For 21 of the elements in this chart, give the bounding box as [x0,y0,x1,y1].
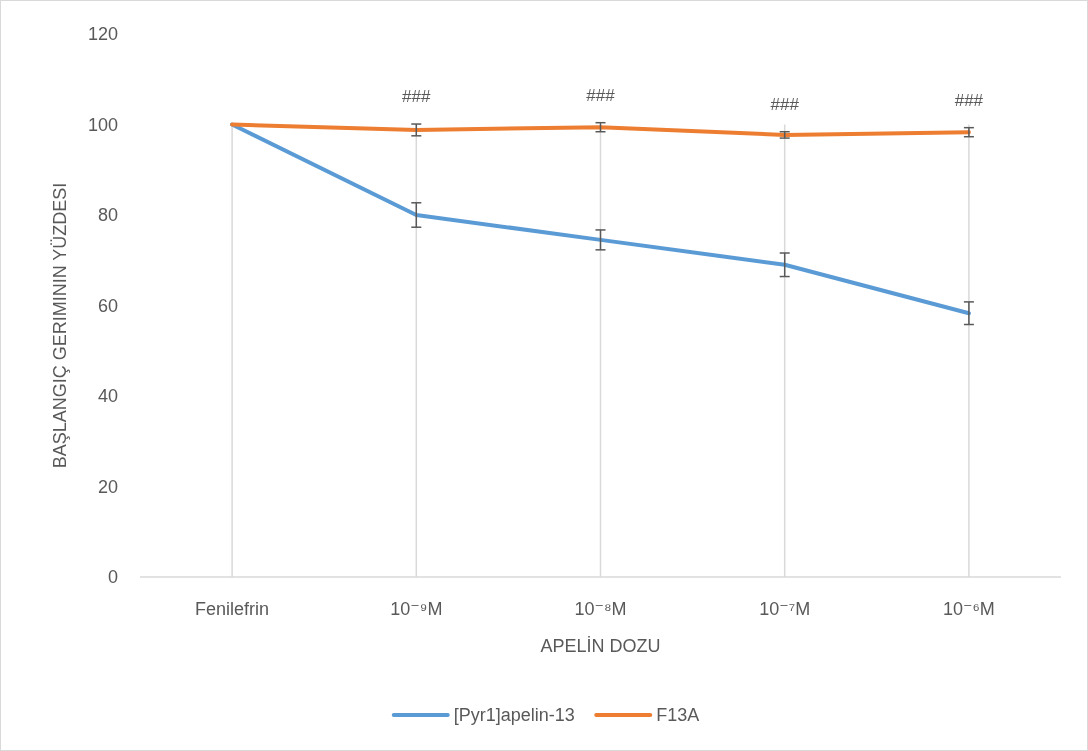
line-series [230,122,971,137]
x-tick-label: Fenilefrin [195,599,270,619]
x-axis-title: APELİN DOZU [540,636,661,656]
y-tick-label: 0 [107,567,118,588]
y-tick-label: 80 [97,205,118,226]
legend-label: F13A [656,705,700,726]
x-tick-label: 10⁻⁹M [390,599,443,619]
annotation: ### [402,87,432,107]
x-tick-label: 10⁻⁶M [942,599,995,619]
x-tick-label: 10⁻⁸M [574,599,627,619]
y-tick-label: 100 [87,114,118,135]
y-axis-title: BAŞLANGIÇ GERIMININ YÜZDESI [50,182,70,469]
legend-label: [Pyr1]apelin-13 [453,705,575,726]
annotation: ### [586,85,616,105]
y-tick-label: 20 [97,476,118,497]
x-tick-label: 10⁻⁷M [759,599,811,619]
y-tick-label: 60 [97,295,118,316]
y-tick-label: 120 [87,24,118,45]
annotation: ### [770,94,800,114]
annotation: ### [954,90,984,110]
y-tick-label: 40 [97,386,118,407]
